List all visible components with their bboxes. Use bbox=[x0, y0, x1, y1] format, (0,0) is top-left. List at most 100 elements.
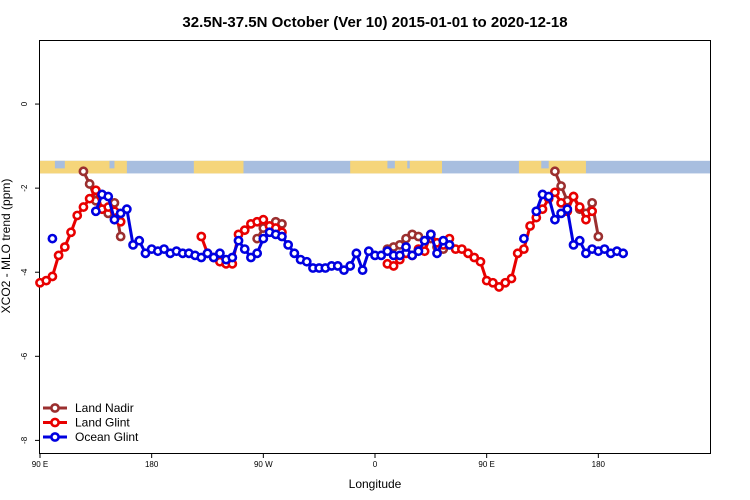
y-tick-label: 0 bbox=[20, 101, 29, 106]
data-point bbox=[115, 231, 126, 242]
data-point bbox=[550, 166, 560, 177]
data-point bbox=[208, 252, 219, 263]
data-point bbox=[53, 250, 64, 261]
data-point bbox=[376, 250, 387, 261]
x-tick-label: 180 bbox=[592, 460, 606, 469]
data-point bbox=[413, 231, 424, 242]
data-point bbox=[382, 246, 393, 257]
series-layer bbox=[35, 166, 629, 292]
data-point bbox=[487, 277, 498, 288]
data-point bbox=[587, 197, 598, 208]
data-point bbox=[525, 221, 535, 231]
data-point bbox=[215, 248, 225, 259]
data-point bbox=[518, 244, 529, 255]
data-point bbox=[506, 273, 517, 284]
map-strip-land-1 bbox=[193, 160, 244, 174]
data-point bbox=[531, 206, 542, 217]
data-point bbox=[59, 242, 70, 252]
data-point bbox=[140, 248, 151, 259]
y-axis-label: XCO2 - MLO trend (ppm) bbox=[0, 179, 13, 314]
x-tick-label: 90 E bbox=[32, 460, 48, 469]
data-point bbox=[363, 246, 374, 257]
data-point bbox=[78, 166, 89, 177]
data-point bbox=[500, 277, 511, 288]
data-point bbox=[159, 244, 169, 255]
data-point bbox=[277, 231, 287, 242]
data-point bbox=[258, 214, 269, 225]
data-point bbox=[550, 214, 560, 225]
data-point bbox=[581, 248, 591, 259]
data-point bbox=[196, 231, 207, 242]
data-point bbox=[556, 197, 567, 208]
x-tick-label: 90 W bbox=[254, 460, 273, 469]
x-tick-label: 180 bbox=[145, 460, 159, 469]
map-strip bbox=[40, 160, 710, 174]
data-point bbox=[115, 208, 126, 219]
data-point bbox=[345, 261, 356, 271]
legend-marker bbox=[50, 417, 60, 428]
x-axis-label: Longitude bbox=[349, 477, 402, 491]
x-tick-label: 90 E bbox=[478, 460, 494, 469]
data-point bbox=[599, 244, 610, 255]
legend-marker bbox=[50, 432, 60, 442]
data-point bbox=[103, 191, 114, 202]
data-point bbox=[456, 244, 467, 255]
data-point bbox=[239, 244, 250, 255]
data-point bbox=[494, 282, 504, 292]
legend-label: Land Glint bbox=[75, 416, 130, 430]
data-point bbox=[202, 248, 213, 259]
data-point bbox=[562, 204, 573, 215]
data-point bbox=[90, 185, 101, 196]
data-point bbox=[574, 235, 585, 246]
data-point bbox=[66, 227, 76, 238]
data-point bbox=[47, 233, 58, 244]
data-point bbox=[388, 261, 399, 271]
chart-title: 32.5N-37.5N October (Ver 10) 2015-01-01 … bbox=[182, 14, 567, 31]
map-strip-inlet-3 bbox=[407, 160, 410, 169]
data-point bbox=[394, 250, 405, 261]
data-point bbox=[407, 250, 418, 261]
data-point bbox=[568, 191, 579, 202]
data-point bbox=[233, 235, 244, 246]
data-point bbox=[196, 252, 207, 263]
data-point bbox=[72, 210, 83, 221]
data-point bbox=[469, 252, 480, 263]
data-point bbox=[41, 275, 52, 286]
y-tick-label: -4 bbox=[20, 268, 29, 276]
data-point bbox=[425, 229, 436, 240]
data-point bbox=[301, 256, 312, 267]
data-point bbox=[618, 248, 629, 259]
data-point bbox=[438, 235, 449, 246]
data-point bbox=[413, 246, 424, 257]
data-point bbox=[556, 208, 567, 219]
data-point bbox=[587, 206, 598, 217]
data-point bbox=[121, 204, 132, 215]
data-point bbox=[283, 239, 294, 250]
map-strip-land-2 bbox=[350, 160, 442, 174]
data-point bbox=[351, 248, 362, 259]
data-point bbox=[568, 239, 579, 250]
data-point bbox=[339, 265, 349, 276]
x-axis: 90 E 180 90 W 0 90 E 180 bbox=[32, 453, 606, 469]
data-point bbox=[90, 206, 101, 217]
data-point bbox=[401, 242, 411, 252]
x-tick-label: 0 bbox=[373, 460, 378, 469]
data-point bbox=[109, 214, 120, 225]
data-point bbox=[78, 202, 89, 212]
y-axis: 0 -2 -4 -6 -8 bbox=[20, 101, 40, 444]
data-point bbox=[432, 248, 442, 259]
map-strip-inlet-0 bbox=[54, 160, 65, 169]
data-point bbox=[419, 235, 430, 246]
data-point bbox=[512, 248, 523, 259]
plot-frame bbox=[39, 40, 711, 454]
data-point bbox=[556, 181, 567, 191]
series-ocean-glint bbox=[47, 189, 629, 276]
legend-marker bbox=[50, 403, 60, 413]
data-point bbox=[289, 248, 300, 259]
data-point bbox=[593, 231, 604, 242]
data-point bbox=[227, 252, 238, 263]
data-point bbox=[252, 248, 263, 259]
data-point bbox=[463, 248, 473, 259]
